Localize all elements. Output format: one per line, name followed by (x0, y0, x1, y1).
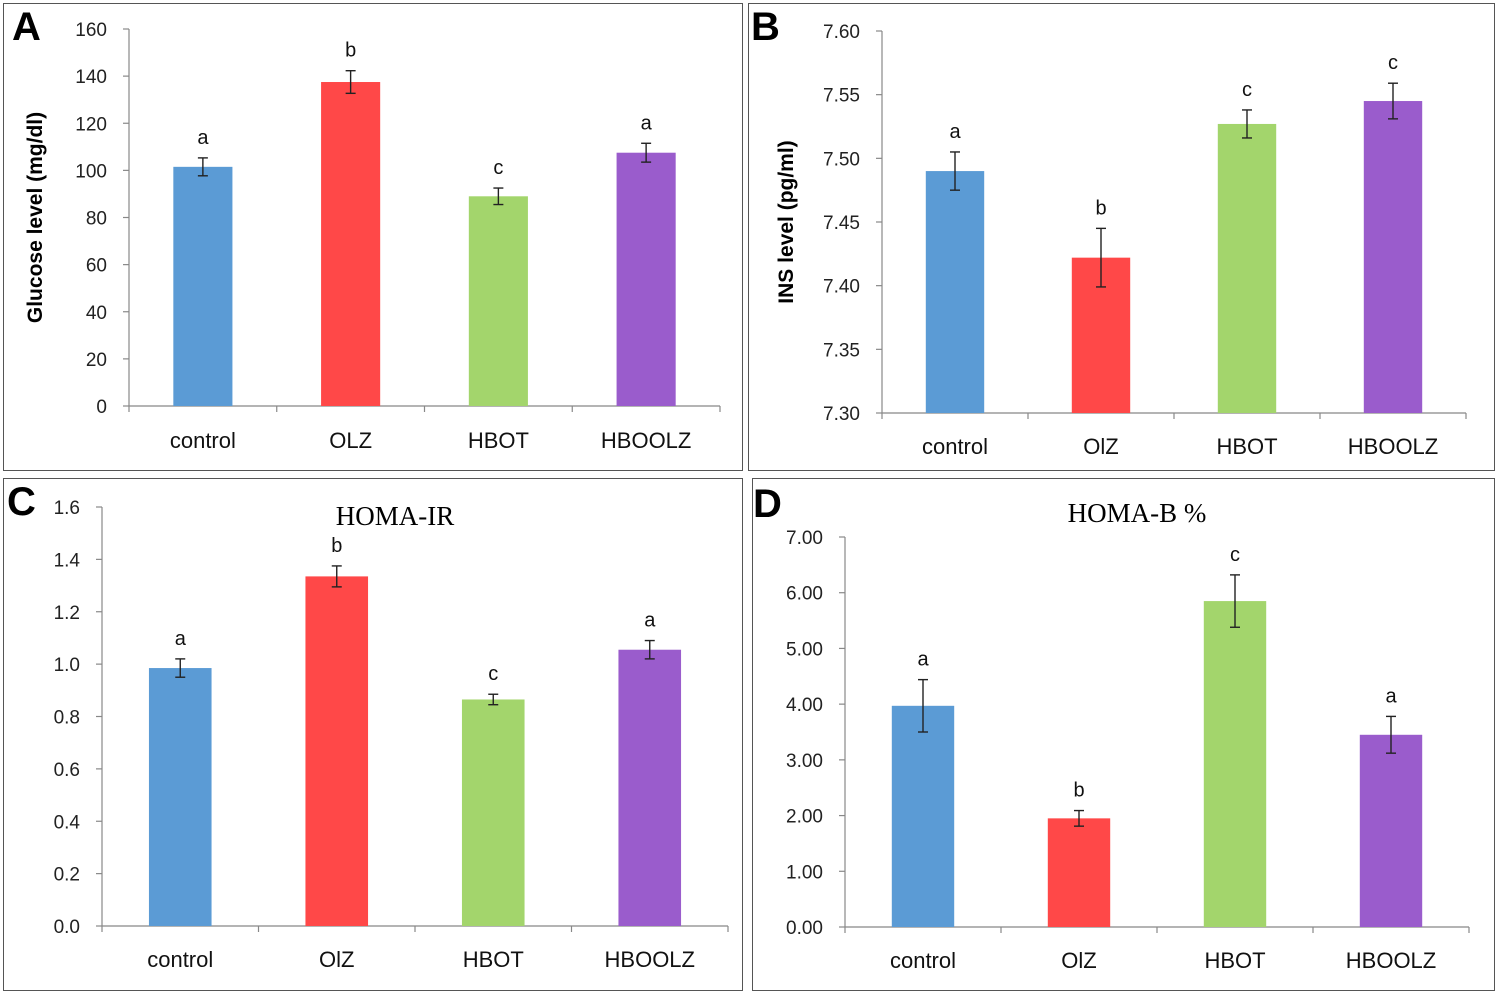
bar (321, 82, 381, 406)
significance-label: b (1095, 197, 1106, 219)
bar (1359, 734, 1423, 927)
y-tick-label: 3.00 (786, 751, 823, 772)
significance-label: b (331, 535, 342, 557)
category-label: control (922, 434, 988, 459)
bar (1047, 818, 1111, 927)
category-label: OlZ (1061, 948, 1096, 973)
category-label: control (147, 947, 213, 972)
y-axis-label: INS level (pg/ml) (775, 140, 798, 303)
category-label: HBOT (463, 947, 524, 972)
y-tick-label: 6.00 (786, 584, 823, 605)
y-tick-label: 7.00 (786, 528, 823, 549)
y-axis-label: Glucose level (mg/dl) (24, 112, 47, 323)
y-tick-label: 0.00 (786, 918, 823, 939)
bar (1203, 601, 1267, 927)
y-tick-label: 120 (75, 114, 107, 135)
category-label: OlZ (1083, 434, 1118, 459)
panel-d: D HOMA-B % 0.00 1.00 2.00 3.00 4.00 5.00 6.00 7.0… (752, 478, 1495, 991)
significance-label: b (1073, 780, 1084, 802)
category-label: HBOOLZ (601, 428, 691, 453)
panel-b: B INS level (pg/ml) 7.30 7.35 7.40 7.45 7.50 7.… (748, 3, 1495, 471)
y-tick-label: 80 (86, 209, 107, 230)
category-label: HBOT (468, 428, 529, 453)
y-tick-label: 0.0 (54, 917, 80, 938)
significance-label: c (1242, 79, 1252, 101)
y-tick-label: 4.00 (786, 695, 823, 716)
significance-label: a (175, 628, 187, 650)
y-tick-label: 0.6 (54, 760, 80, 781)
bar (616, 152, 676, 406)
chart-svg: C HOMA-IR 0.0 0.2 0.4 0.6 0.8 1.0 1.2 1.4 1.6 a cont… (7, 480, 729, 972)
significance-label: a (1385, 685, 1397, 707)
bar (891, 705, 955, 927)
y-tick-label: 1.2 (54, 603, 80, 624)
category-label: OlZ (319, 947, 354, 972)
chart-svg: D HOMA-B % 0.00 1.00 2.00 3.00 4.00 5.00 6.00 7.0… (753, 482, 1470, 973)
y-tick-label: 20 (86, 350, 107, 371)
panel-label: B (751, 5, 780, 49)
category-label: HBOOLZ (605, 947, 695, 972)
chart-svg: A Glucose level (mg/dl) 0 20 40 60 80 100 120 140… (12, 5, 721, 453)
bar (1217, 123, 1277, 413)
category-label: OLZ (329, 428, 372, 453)
y-tick-label: 1.6 (54, 498, 80, 519)
significance-label: a (641, 112, 653, 134)
y-tick-label: 2.00 (786, 807, 823, 828)
significance-label: c (1388, 52, 1398, 74)
y-tick-label: 0 (96, 397, 107, 418)
significance-label: a (644, 610, 656, 632)
y-tick-label: 60 (86, 256, 107, 277)
bar (148, 668, 212, 926)
y-tick-label: 7.50 (823, 149, 860, 170)
panel-label: D (753, 482, 782, 526)
y-tick-label: 1.4 (54, 550, 81, 571)
y-tick-label: 0.8 (54, 708, 80, 729)
y-tick-label: 7.30 (823, 404, 860, 425)
bar (1363, 101, 1423, 414)
significance-label: a (917, 649, 929, 671)
y-tick-label: 40 (86, 303, 107, 324)
y-tick-label: 1.00 (786, 862, 823, 883)
y-tick-label: 0.2 (54, 865, 80, 886)
significance-label: a (949, 121, 961, 143)
panel-a: A Glucose level (mg/dl) 0 20 40 60 80 100 120 140… (3, 3, 743, 471)
category-label: control (890, 948, 956, 973)
significance-label: c (493, 157, 503, 179)
y-tick-label: 7.35 (823, 340, 860, 361)
significance-label: c (1230, 544, 1240, 566)
bar (461, 699, 525, 926)
significance-label: c (488, 663, 498, 685)
y-tick-label: 7.55 (823, 86, 860, 107)
panel-label: C (7, 480, 36, 524)
bar (305, 576, 369, 926)
y-tick-label: 160 (75, 20, 107, 41)
bar (925, 171, 985, 413)
bar (618, 649, 682, 926)
y-tick-label: 1.0 (54, 655, 80, 676)
panel-label: A (12, 5, 41, 49)
y-tick-label: 5.00 (786, 639, 823, 660)
y-tick-label: 0.4 (54, 812, 81, 833)
chart-title: HOMA-B % (1068, 498, 1207, 528)
category-label: HBOT (1216, 434, 1277, 459)
significance-label: b (345, 40, 356, 62)
category-label: HBOT (1204, 948, 1265, 973)
y-tick-label: 140 (75, 67, 107, 88)
y-tick-label: 7.60 (823, 22, 860, 43)
y-tick-label: 7.40 (823, 277, 860, 298)
y-tick-label: 7.45 (823, 213, 860, 234)
category-label: HBOOLZ (1348, 434, 1438, 459)
significance-label: a (197, 127, 209, 149)
panel-c: C HOMA-IR 0.0 0.2 0.4 0.6 0.8 1.0 1.2 1.4 1.6 a cont… (3, 478, 743, 991)
category-label: control (170, 428, 236, 453)
bar (468, 196, 528, 406)
y-tick-label: 100 (75, 161, 107, 182)
chart-title: HOMA-IR (336, 501, 455, 531)
bar (173, 166, 233, 406)
chart-svg: B INS level (pg/ml) 7.30 7.35 7.40 7.45 7.50 7.… (751, 5, 1467, 459)
category-label: HBOOLZ (1346, 948, 1436, 973)
